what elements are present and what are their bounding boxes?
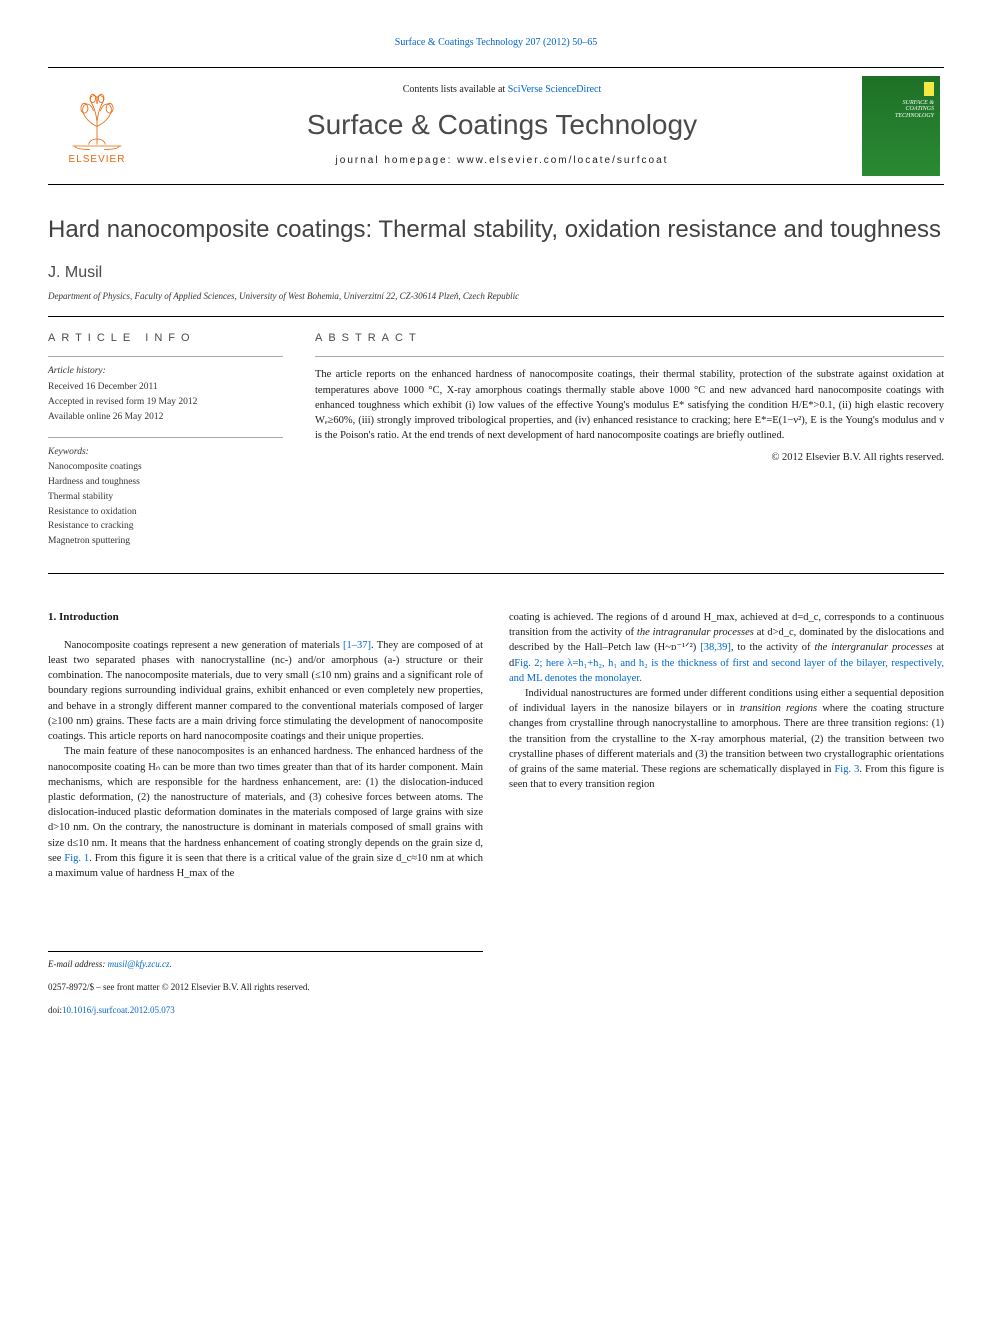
body-para: The main feature of these nanocomposites… — [48, 744, 483, 881]
body-columns: 1. Introduction Nanocomposite coatings r… — [48, 610, 944, 1018]
article-info-head: ARTICLE INFO — [48, 331, 283, 347]
affiliation: Department of Physics, Faculty of Applie… — [48, 290, 944, 303]
homepage-prefix: journal homepage: — [336, 155, 458, 166]
article-info-column: ARTICLE INFO Article history: Received 1… — [48, 331, 283, 561]
rule-abstract — [315, 356, 944, 357]
masthead-center: Contents lists available at SciVerse Sci… — [156, 83, 848, 169]
sciencedirect-link[interactable]: SciVerse ScienceDirect — [508, 84, 602, 95]
cover-accent-bar — [924, 82, 934, 96]
keywords-block: Keywords: Nanocomposite coatings Hardnes… — [48, 446, 283, 549]
body-para: coating is achieved. The regions of d ar… — [509, 610, 944, 686]
history-block: Article history: Received 16 December 20… — [48, 365, 283, 424]
keyword: Hardness and toughness — [48, 476, 283, 490]
right-column: coating is achieved. The regions of d ar… — [509, 610, 944, 1018]
abstract-column: ABSTRACT The article reports on the enha… — [315, 331, 944, 561]
history-line: Available online 26 May 2012 — [48, 411, 283, 425]
elsevier-tree-icon — [62, 83, 132, 153]
history-line: Received 16 December 2011 — [48, 381, 283, 395]
journal-cover-thumb: SURFACE & COATINGS TECHNOLOGY — [862, 76, 940, 176]
section-title: Introduction — [59, 611, 119, 623]
elsevier-logo: ELSEVIER — [52, 76, 142, 176]
footnotes: E-mail address: musil@kfy.zcu.cz. 0257-8… — [48, 951, 483, 1017]
rule-below-info — [48, 573, 944, 574]
journal-ref-link[interactable]: Surface & Coatings Technology 207 (2012)… — [395, 37, 597, 48]
history-line: Accepted in revised form 19 May 2012 — [48, 396, 283, 410]
corresponding-email: E-mail address: musil@kfy.zcu.cz. — [48, 958, 483, 971]
abstract-text: The article reports on the enhanced hard… — [315, 367, 944, 443]
masthead: ELSEVIER Contents lists available at Sci… — [48, 67, 944, 185]
homepage-url: www.elsevier.com/locate/surfcoat — [457, 155, 668, 166]
elsevier-brand-text: ELSEVIER — [69, 153, 126, 168]
keyword: Magnetron sputtering — [48, 535, 283, 549]
email-link[interactable]: musil@kfy.zcu.cz — [108, 959, 170, 969]
doi-link[interactable]: 10.1016/j.surfcoat.2012.05.073 — [62, 1005, 175, 1015]
section-heading: 1. Introduction — [48, 610, 483, 626]
rule-info-1 — [48, 356, 283, 357]
keywords-label: Keywords: — [48, 446, 283, 460]
contents-prefix: Contents lists available at — [403, 84, 508, 95]
cover-title-text: SURFACE & COATINGS TECHNOLOGY — [874, 100, 934, 120]
keyword: Nanocomposite coatings — [48, 461, 283, 475]
body-para: Nanocomposite coatings represent a new g… — [48, 638, 483, 745]
rule-above-info — [48, 316, 944, 317]
rule-info-2 — [48, 437, 283, 438]
body-para: Individual nanostructures are formed und… — [509, 686, 944, 793]
keyword: Resistance to oxidation — [48, 506, 283, 520]
doi-prefix: doi: — [48, 1005, 62, 1015]
contents-line: Contents lists available at SciVerse Sci… — [156, 83, 848, 98]
author-name: J. Musil — [48, 261, 944, 284]
journal-name: Surface & Coatings Technology — [156, 105, 848, 146]
abstract-copyright: © 2012 Elsevier B.V. All rights reserved… — [315, 450, 944, 465]
section-number: 1. — [48, 611, 56, 623]
left-column: 1. Introduction Nanocomposite coatings r… — [48, 610, 483, 1018]
keyword: Thermal stability — [48, 491, 283, 505]
email-label: E-mail address: — [48, 959, 108, 969]
front-matter-line: 0257-8972/$ – see front matter © 2012 El… — [48, 981, 483, 994]
doi-line: doi:10.1016/j.surfcoat.2012.05.073 — [48, 1004, 483, 1017]
homepage-line: journal homepage: www.elsevier.com/locat… — [156, 154, 848, 169]
abstract-head: ABSTRACT — [315, 331, 944, 347]
article-title: Hard nanocomposite coatings: Thermal sta… — [48, 213, 944, 248]
history-label: Article history: — [48, 365, 283, 379]
info-abstract-row: ARTICLE INFO Article history: Received 1… — [48, 331, 944, 561]
keyword: Resistance to cracking — [48, 520, 283, 534]
journal-ref-header: Surface & Coatings Technology 207 (2012)… — [48, 36, 944, 51]
